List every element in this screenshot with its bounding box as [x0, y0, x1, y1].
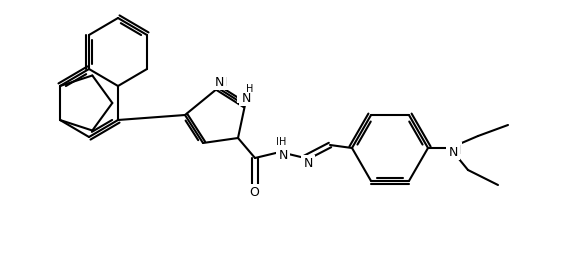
Text: H: H: [279, 137, 287, 147]
Text: N: N: [241, 91, 250, 104]
Text: H: H: [276, 137, 284, 147]
Text: N: N: [304, 156, 313, 169]
Text: H: H: [238, 92, 246, 102]
Text: N: N: [451, 143, 460, 156]
Text: N: N: [278, 148, 288, 162]
Text: N: N: [218, 76, 227, 89]
Text: O: O: [250, 189, 260, 202]
Text: O: O: [249, 185, 259, 198]
Text: H: H: [243, 92, 251, 102]
Text: N: N: [238, 89, 248, 102]
Text: H: H: [246, 84, 253, 94]
Text: N: N: [448, 146, 458, 159]
Text: N: N: [214, 76, 224, 89]
